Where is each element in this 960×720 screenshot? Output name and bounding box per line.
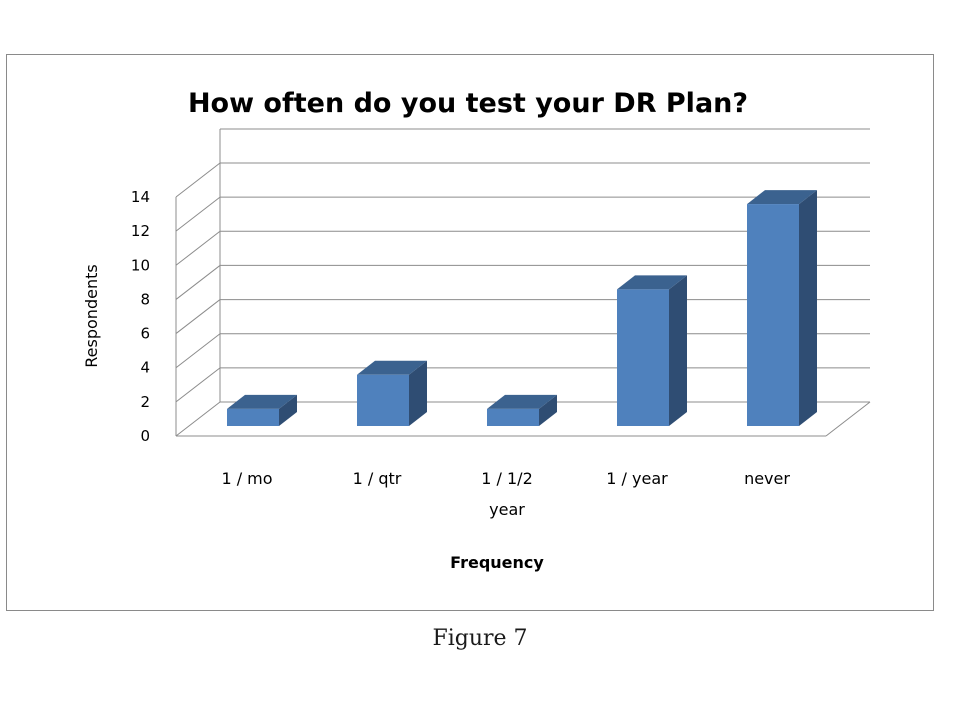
bar-side xyxy=(409,360,427,426)
bar xyxy=(227,408,279,426)
bars xyxy=(227,190,817,426)
x-tick-label: 1 / qtr xyxy=(353,469,402,488)
y-tick-label: 12 xyxy=(131,222,150,240)
x-tick-label: never xyxy=(744,469,790,488)
bar-side xyxy=(539,394,557,426)
floor-right-edge xyxy=(825,401,871,437)
bar-top xyxy=(357,360,427,375)
bar xyxy=(487,408,539,426)
bar-top xyxy=(227,394,297,409)
y-tick-label: 14 xyxy=(131,188,150,206)
y-tick-label: 8 xyxy=(140,290,150,308)
bar-top xyxy=(487,394,557,409)
gridline-side xyxy=(175,196,221,232)
bar-top xyxy=(747,190,817,205)
x-axis-title: Frequency xyxy=(450,553,544,572)
bar-side xyxy=(799,190,817,426)
gridline-side xyxy=(175,265,221,300)
bar-side xyxy=(669,275,687,426)
y-tick-label: 10 xyxy=(131,256,150,274)
gridline-side xyxy=(175,299,221,334)
y-tick-label: 4 xyxy=(140,359,150,377)
x-tick-label: 1 / mo xyxy=(221,469,272,488)
bar xyxy=(357,374,409,426)
bar xyxy=(617,289,669,426)
chart-title: How often do you test your DR Plan? xyxy=(188,88,748,119)
gridline-side xyxy=(175,401,221,437)
y-axis-title: Respondents xyxy=(82,264,101,367)
bar-side xyxy=(279,394,297,426)
labels: 0 2 4 6 8 10 12 14 1 / mo 1 / qtr 1 / 1/2 year 1 / y… xyxy=(131,188,790,519)
y-tick-label: 2 xyxy=(140,393,150,411)
y-tick-label: 0 xyxy=(140,427,150,445)
gridline-side xyxy=(175,333,221,369)
bar-top xyxy=(617,275,687,290)
x-tick-label: 1 / 1/2 year xyxy=(481,469,533,519)
bar xyxy=(747,204,799,426)
gridline-side xyxy=(175,367,221,403)
gridline-side xyxy=(175,162,221,198)
x-tick-label: 1 / year xyxy=(606,469,668,488)
gridline-side xyxy=(175,230,221,266)
figure-caption: Figure 7 xyxy=(432,626,528,651)
y-tick-label: 6 xyxy=(140,325,150,343)
